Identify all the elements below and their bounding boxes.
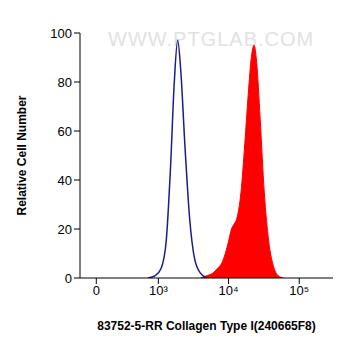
svg-text:Relative Cell Number: Relative Cell Number xyxy=(15,95,29,215)
svg-text:10³: 10³ xyxy=(149,283,168,298)
svg-text:83752-5-RR Collagen Type I(240: 83752-5-RR Collagen Type I(240665F8) xyxy=(97,319,316,333)
svg-text:20: 20 xyxy=(58,222,72,237)
svg-text:80: 80 xyxy=(58,75,72,90)
svg-text:10⁵: 10⁵ xyxy=(289,283,309,298)
html-text:WWW.PTGLAB.COM: WWW.PTGLAB.COM xyxy=(108,28,315,50)
svg-text:100: 100 xyxy=(50,26,72,41)
svg-text:60: 60 xyxy=(58,124,72,139)
svg-text:0: 0 xyxy=(65,271,72,286)
svg-text:40: 40 xyxy=(58,173,72,188)
svg-text:0: 0 xyxy=(93,283,100,298)
svg-text:10⁴: 10⁴ xyxy=(219,283,239,298)
